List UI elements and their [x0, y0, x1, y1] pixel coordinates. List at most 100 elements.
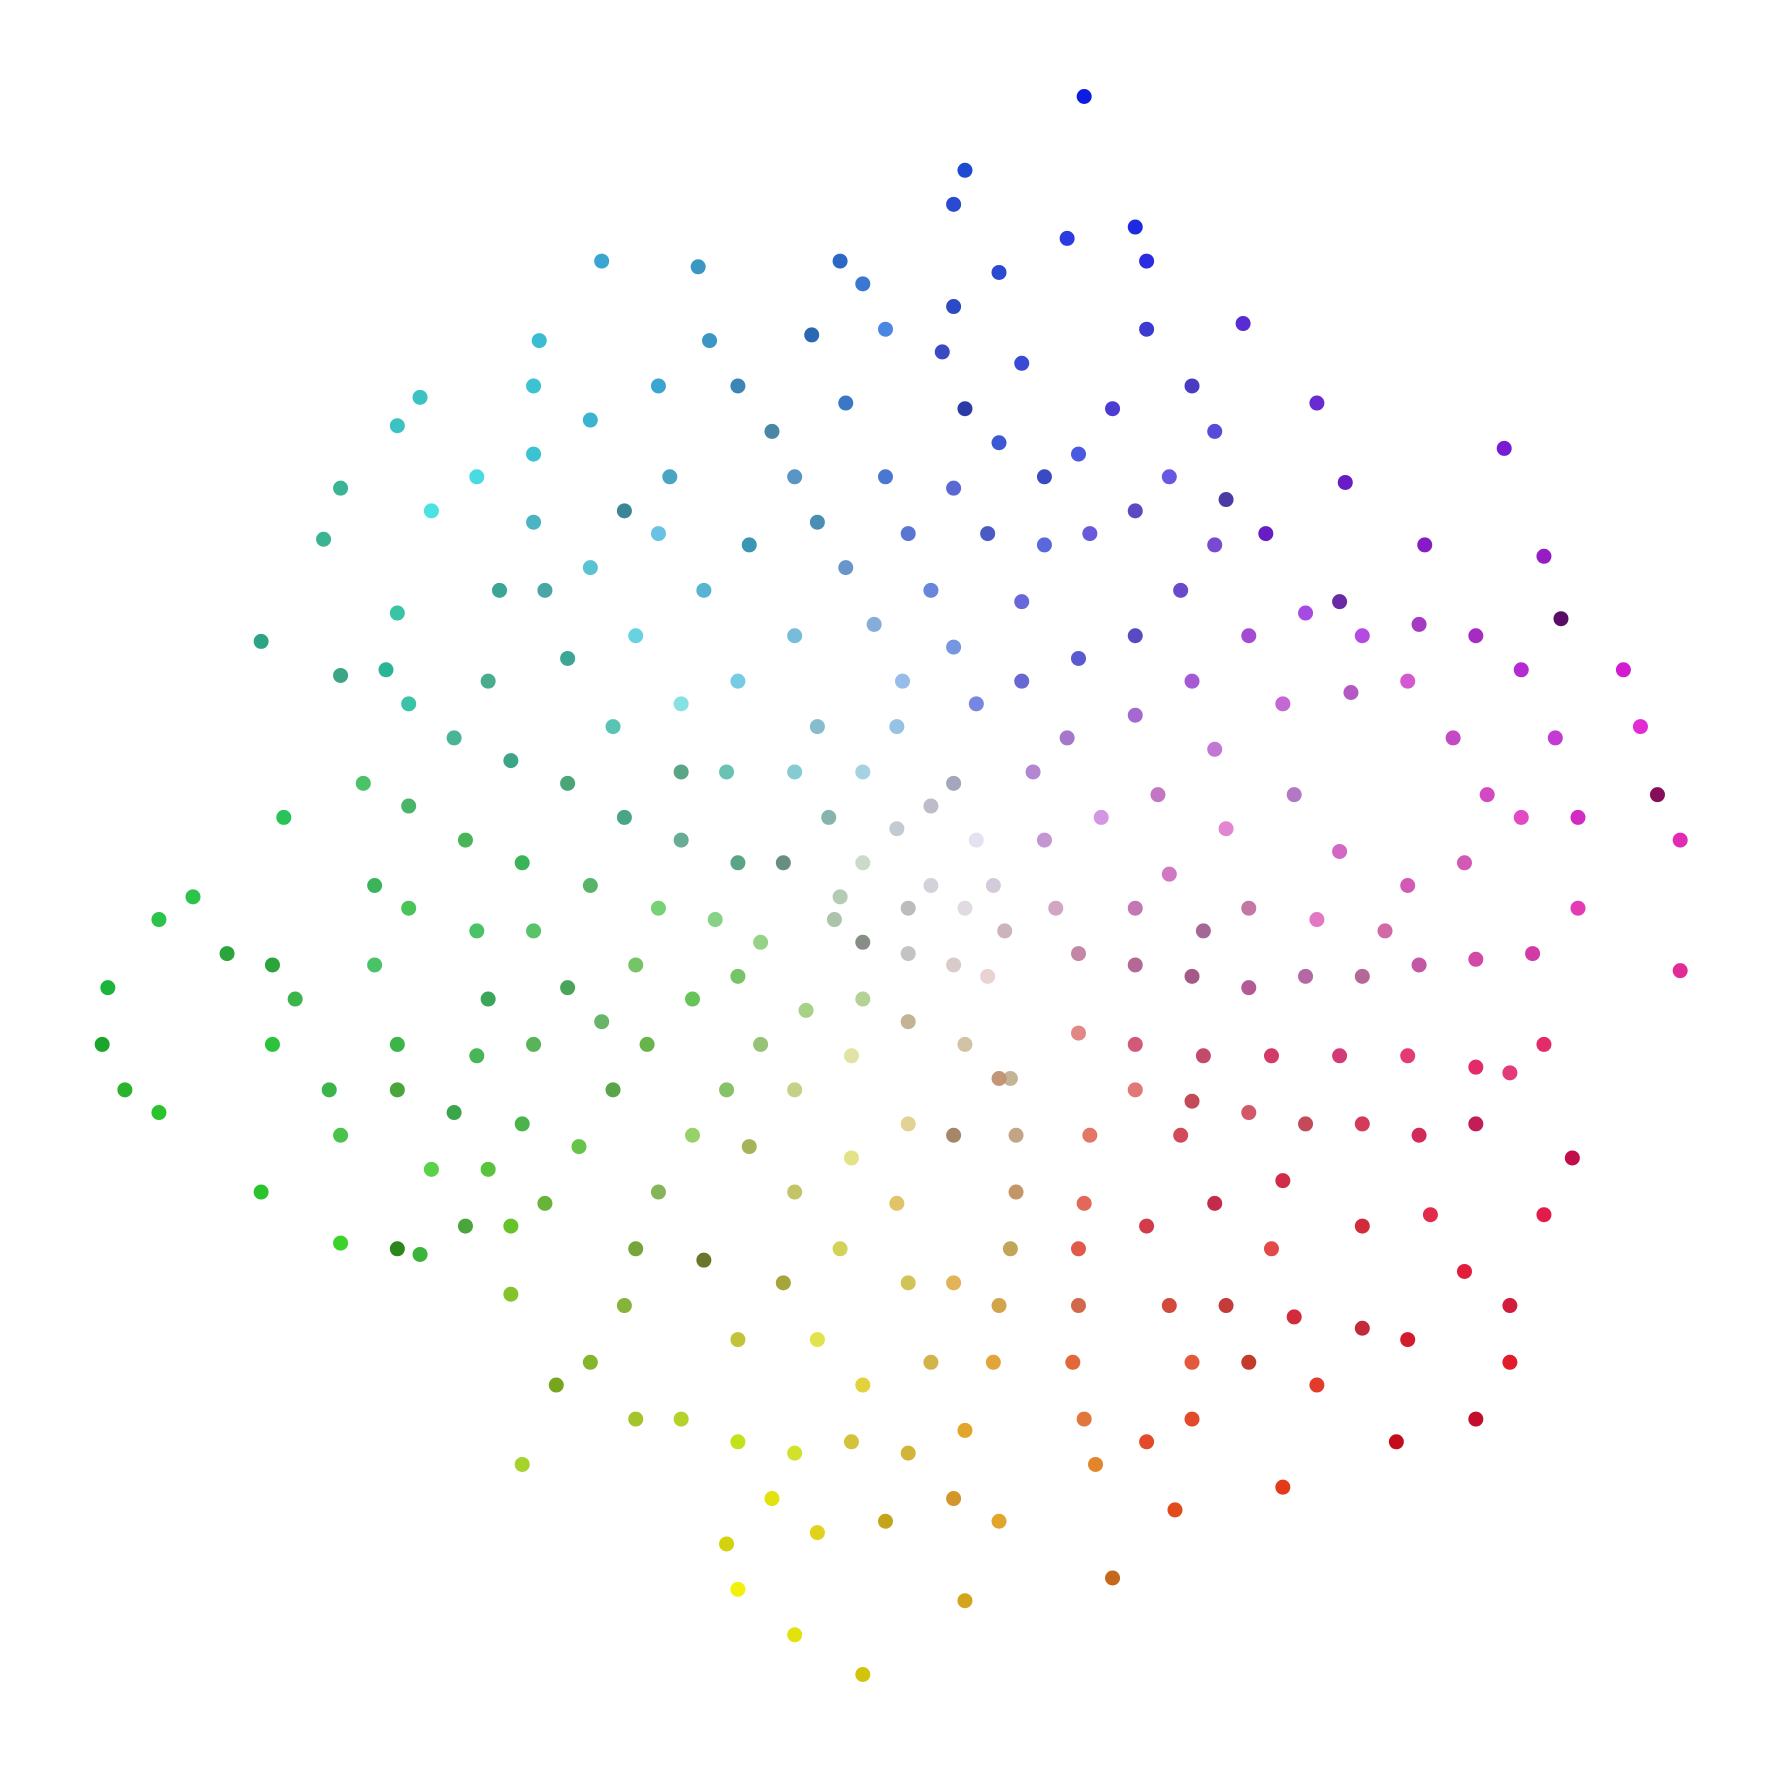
point: [843, 1048, 859, 1064]
point: [1298, 605, 1314, 621]
point: [946, 1275, 962, 1291]
point: [582, 412, 598, 428]
point: [1456, 1263, 1472, 1279]
point: [446, 730, 462, 746]
point: [889, 1195, 905, 1211]
point: [480, 991, 496, 1007]
point: [980, 526, 996, 542]
point: [1241, 628, 1257, 644]
point: [650, 900, 666, 916]
point: [1411, 616, 1427, 632]
point: [809, 514, 825, 530]
point: [673, 696, 689, 712]
point: [1332, 1048, 1348, 1064]
point: [895, 673, 911, 689]
point: [514, 855, 530, 871]
point: [1082, 526, 1098, 542]
point: [957, 1036, 973, 1052]
point: [526, 923, 542, 939]
point: [503, 1286, 519, 1302]
point: [1536, 1207, 1552, 1223]
point: [253, 1184, 269, 1200]
point: [764, 423, 780, 439]
point: [537, 1195, 553, 1211]
point: [991, 1513, 1007, 1529]
point: [1536, 548, 1552, 564]
point: [1002, 1070, 1018, 1086]
point: [333, 480, 349, 496]
point: [804, 327, 820, 343]
point: [1309, 395, 1325, 411]
point: [457, 832, 473, 848]
point: [389, 1082, 405, 1098]
point: [1286, 787, 1302, 803]
point: [401, 798, 417, 814]
point: [1207, 1195, 1223, 1211]
point: [378, 662, 394, 678]
point: [389, 1241, 405, 1257]
point: [1127, 503, 1143, 519]
point: [1286, 1309, 1302, 1325]
point: [503, 753, 519, 769]
point: [1070, 1298, 1086, 1314]
point: [1014, 594, 1030, 610]
point: [1479, 787, 1495, 803]
point: [753, 934, 769, 950]
point: [673, 832, 689, 848]
point: [1400, 878, 1416, 893]
point: [1496, 440, 1512, 456]
point: [843, 1434, 859, 1450]
point: [980, 968, 996, 984]
point: [855, 1377, 871, 1393]
point: [1082, 1127, 1098, 1143]
point: [1048, 900, 1064, 916]
point: [1195, 1048, 1211, 1064]
point: [991, 1070, 1007, 1086]
point: [957, 162, 973, 178]
point: [423, 1161, 439, 1177]
point: [1649, 787, 1665, 803]
point: [582, 1354, 598, 1370]
point: [628, 1241, 644, 1257]
point: [650, 1184, 666, 1200]
point: [531, 333, 547, 349]
point: [1184, 1411, 1200, 1427]
point: [934, 344, 950, 360]
point: [1065, 1354, 1081, 1370]
point: [957, 1593, 973, 1609]
point: [492, 582, 508, 598]
point: [673, 1411, 689, 1427]
point: [1332, 843, 1348, 859]
point: [855, 1667, 871, 1683]
point: [1241, 1354, 1257, 1370]
point: [1105, 1570, 1121, 1586]
point: [401, 696, 417, 712]
point: [151, 912, 167, 928]
scatter-points: [94, 88, 1688, 1683]
point: [333, 1127, 349, 1143]
point: [968, 832, 984, 848]
point: [923, 878, 939, 893]
point: [1139, 253, 1155, 269]
point: [843, 1150, 859, 1166]
point: [673, 764, 689, 780]
point: [809, 1332, 825, 1348]
point: [628, 1411, 644, 1427]
point: [1615, 662, 1631, 678]
point: [946, 299, 962, 315]
point: [1672, 832, 1688, 848]
point: [832, 889, 848, 905]
point: [1417, 537, 1433, 553]
point: [560, 650, 576, 666]
point: [1076, 88, 1092, 104]
point: [1008, 1127, 1024, 1143]
point: [787, 1184, 803, 1200]
point: [826, 912, 842, 928]
point: [957, 900, 973, 916]
point: [1127, 900, 1143, 916]
point: [730, 673, 746, 689]
point: [389, 1036, 405, 1052]
point: [1105, 401, 1121, 417]
point: [1184, 378, 1200, 394]
point: [1093, 809, 1109, 825]
